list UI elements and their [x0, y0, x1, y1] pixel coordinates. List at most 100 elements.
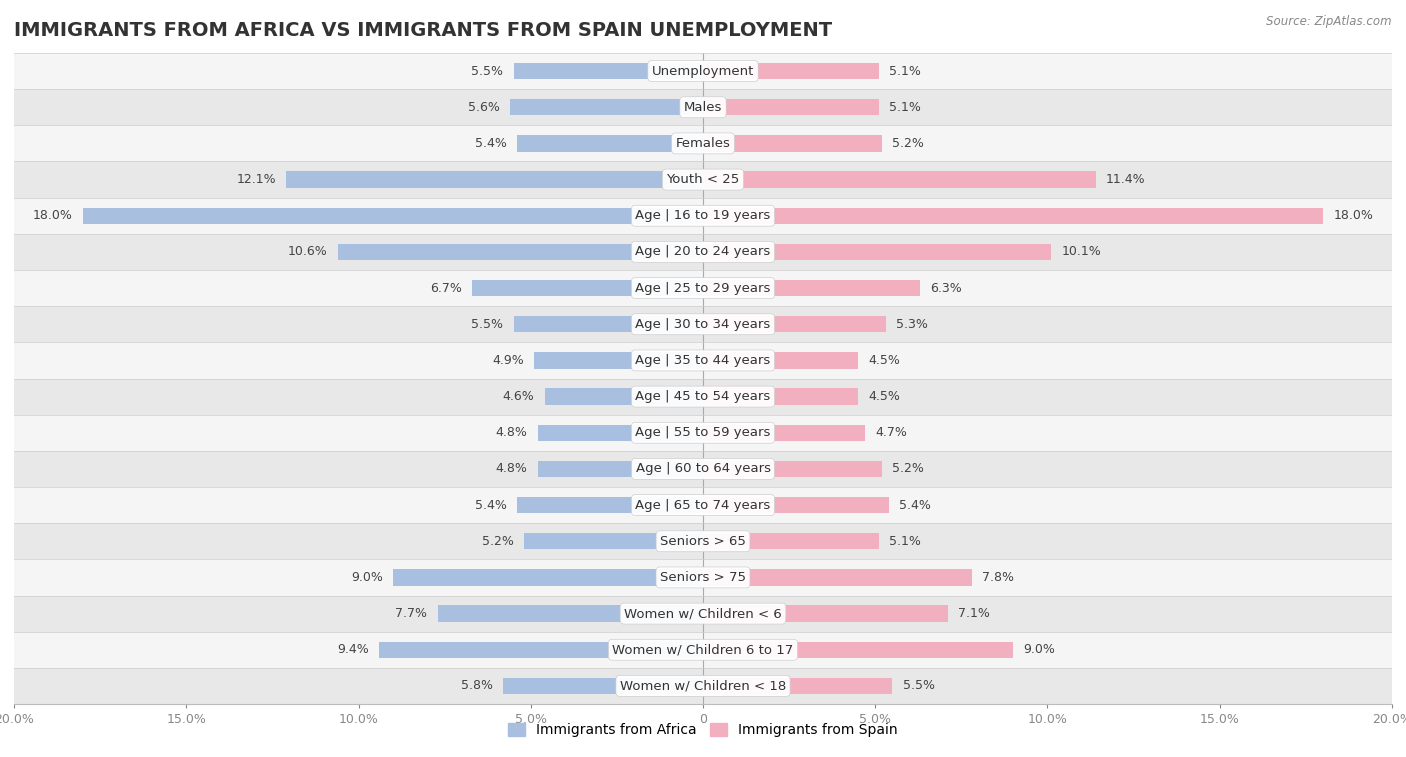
Text: 4.6%: 4.6% [502, 390, 534, 403]
Bar [703, 388, 858, 405]
Text: 5.5%: 5.5% [903, 680, 935, 693]
Text: Unemployment: Unemployment [652, 64, 754, 77]
Text: 6.3%: 6.3% [931, 282, 962, 294]
Text: 5.4%: 5.4% [900, 499, 931, 512]
Text: 5.8%: 5.8% [461, 680, 494, 693]
Text: Women w/ Children < 18: Women w/ Children < 18 [620, 680, 786, 693]
Text: 5.2%: 5.2% [893, 137, 924, 150]
Bar [524, 533, 703, 550]
Bar [703, 461, 882, 477]
Bar [14, 596, 1392, 631]
Text: 6.7%: 6.7% [430, 282, 461, 294]
Bar [14, 342, 1392, 378]
Text: Women w/ Children < 6: Women w/ Children < 6 [624, 607, 782, 620]
Text: Seniors > 65: Seniors > 65 [659, 534, 747, 548]
Bar [703, 171, 1095, 188]
Bar [14, 523, 1392, 559]
Text: 4.8%: 4.8% [495, 426, 527, 439]
Text: 5.5%: 5.5% [471, 64, 503, 77]
Text: Age | 20 to 24 years: Age | 20 to 24 years [636, 245, 770, 258]
Bar [337, 244, 703, 260]
Bar [14, 378, 1392, 415]
Text: 4.7%: 4.7% [875, 426, 907, 439]
Text: 5.1%: 5.1% [889, 64, 921, 77]
Text: Age | 30 to 34 years: Age | 30 to 34 years [636, 318, 770, 331]
Bar [14, 270, 1392, 306]
Bar [703, 352, 858, 369]
Bar [703, 497, 889, 513]
Text: 10.6%: 10.6% [288, 245, 328, 258]
Bar [14, 451, 1392, 487]
Bar [703, 569, 972, 586]
Bar [703, 280, 920, 296]
Bar [510, 99, 703, 115]
Bar [14, 198, 1392, 234]
Bar [703, 99, 879, 115]
Bar [14, 89, 1392, 126]
Text: Females: Females [675, 137, 731, 150]
Text: 5.2%: 5.2% [893, 463, 924, 475]
Text: Age | 16 to 19 years: Age | 16 to 19 years [636, 209, 770, 223]
Bar [14, 306, 1392, 342]
Bar [703, 316, 886, 332]
Text: 5.4%: 5.4% [475, 137, 506, 150]
Bar [703, 606, 948, 621]
Text: 5.1%: 5.1% [889, 534, 921, 548]
Bar [703, 136, 882, 151]
Text: 10.1%: 10.1% [1062, 245, 1101, 258]
Bar [517, 136, 703, 151]
Bar [703, 207, 1323, 224]
Bar [537, 425, 703, 441]
Text: 7.7%: 7.7% [395, 607, 427, 620]
Bar [537, 461, 703, 477]
Text: 5.6%: 5.6% [468, 101, 499, 114]
Text: 18.0%: 18.0% [32, 209, 73, 223]
Text: 11.4%: 11.4% [1107, 173, 1146, 186]
Text: Source: ZipAtlas.com: Source: ZipAtlas.com [1267, 15, 1392, 28]
Bar [14, 631, 1392, 668]
Text: 5.3%: 5.3% [896, 318, 928, 331]
Text: Age | 45 to 54 years: Age | 45 to 54 years [636, 390, 770, 403]
Bar [14, 53, 1392, 89]
Text: 5.4%: 5.4% [475, 499, 506, 512]
Text: 5.5%: 5.5% [471, 318, 503, 331]
Text: 4.5%: 4.5% [869, 354, 900, 367]
Text: 9.4%: 9.4% [337, 643, 368, 656]
Bar [14, 126, 1392, 161]
Bar [14, 161, 1392, 198]
Text: 18.0%: 18.0% [1333, 209, 1374, 223]
Text: 7.8%: 7.8% [981, 571, 1014, 584]
Text: Women w/ Children 6 to 17: Women w/ Children 6 to 17 [613, 643, 793, 656]
Bar [544, 388, 703, 405]
Bar [14, 559, 1392, 596]
Bar [472, 280, 703, 296]
Bar [534, 352, 703, 369]
Text: IMMIGRANTS FROM AFRICA VS IMMIGRANTS FROM SPAIN UNEMPLOYMENT: IMMIGRANTS FROM AFRICA VS IMMIGRANTS FRO… [14, 21, 832, 40]
Text: Age | 55 to 59 years: Age | 55 to 59 years [636, 426, 770, 439]
Bar [703, 244, 1050, 260]
Text: 4.5%: 4.5% [869, 390, 900, 403]
Bar [83, 207, 703, 224]
Bar [14, 668, 1392, 704]
Text: 5.1%: 5.1% [889, 101, 921, 114]
Text: Seniors > 75: Seniors > 75 [659, 571, 747, 584]
Bar [14, 415, 1392, 451]
Bar [503, 678, 703, 694]
Bar [703, 678, 893, 694]
Text: Age | 60 to 64 years: Age | 60 to 64 years [636, 463, 770, 475]
Text: Youth < 25: Youth < 25 [666, 173, 740, 186]
Text: 5.2%: 5.2% [482, 534, 513, 548]
Text: Age | 65 to 74 years: Age | 65 to 74 years [636, 499, 770, 512]
Text: Age | 35 to 44 years: Age | 35 to 44 years [636, 354, 770, 367]
Text: 4.9%: 4.9% [492, 354, 524, 367]
Bar [14, 487, 1392, 523]
Bar [703, 63, 879, 79]
Bar [513, 63, 703, 79]
Bar [287, 171, 703, 188]
Bar [703, 642, 1012, 658]
Bar [380, 642, 703, 658]
Bar [437, 606, 703, 621]
Text: 7.1%: 7.1% [957, 607, 990, 620]
Bar [703, 425, 865, 441]
Bar [392, 569, 703, 586]
